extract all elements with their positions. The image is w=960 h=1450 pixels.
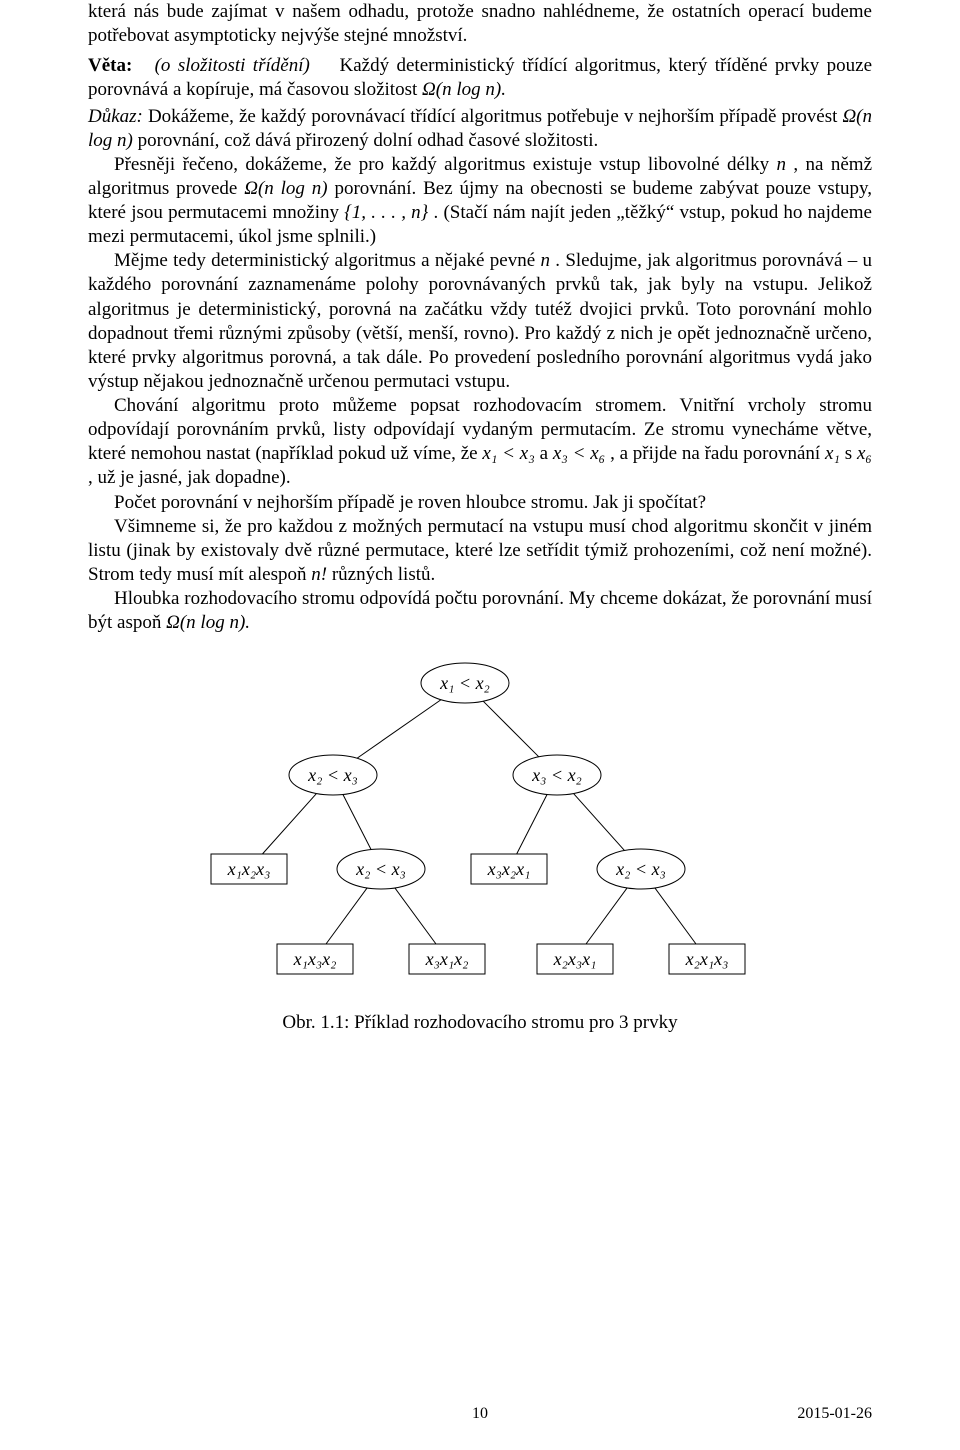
figure-caption: Obr. 1.1: Příklad rozhodovacího stromu p… <box>88 1011 872 1035</box>
tree-edge <box>357 700 441 758</box>
tree-node-label: x₂x₁x₃ <box>685 949 729 969</box>
paragraph-cont: která nás bude zajímat v našem odhadu, p… <box>88 0 872 48</box>
tree-edge <box>586 888 627 944</box>
p3a: Mějme tedy deterministický algoritmus a … <box>114 250 540 271</box>
p2omega: Ω(n log n) <box>244 178 327 199</box>
tree-node-label: x₃x₂x₁ <box>487 859 531 879</box>
tree-node-label: x₁ < x₂ <box>439 673 490 693</box>
tree-edge <box>574 794 625 851</box>
paragraph-3: Mějme tedy deterministický algoritmus a … <box>88 249 872 394</box>
paragraph-5: Počet porovnání v nejhorším případě je r… <box>88 491 872 515</box>
tree-node-label: x₃ < x₂ <box>531 765 582 785</box>
p4e: , už je jasné, jak dopadne). <box>88 467 291 488</box>
page-number: 10 <box>88 1404 872 1424</box>
tree-edge <box>326 888 367 944</box>
p4m3: x₁ <box>825 443 840 464</box>
paragraph-6: Všimneme si, že pro každou z možných per… <box>88 515 872 587</box>
tree-node-label: x₂ < x₃ <box>307 765 358 785</box>
proof-text-2: porovnání, což dává přirozený dolní odha… <box>138 130 599 151</box>
p4b: a <box>540 443 553 464</box>
p2set: {1, . . . , n} <box>344 202 428 223</box>
theorem-label: Věta: <box>88 55 132 76</box>
p4d: s <box>845 443 857 464</box>
p4m1: x₁ < x₃ <box>482 443 534 464</box>
tree-edge <box>517 795 547 855</box>
theorem-omega: Ω(n log n). <box>422 79 506 100</box>
proof-text-1: Dokážeme, že každý porovnávací třídící a… <box>148 106 842 127</box>
tree-node-label: x₂ < x₃ <box>615 859 666 879</box>
page: která nás bude zajímat v našem odhadu, p… <box>0 0 960 1450</box>
p3n: n <box>540 250 550 271</box>
tree-node-label: x₁x₃x₂ <box>293 949 337 969</box>
proof-label: Důkaz: <box>88 106 143 127</box>
footer-date: 2015-01-26 <box>797 1404 872 1424</box>
p6m: n! <box>311 564 327 585</box>
decision-tree-svg: x₁ < x₂ x₂ < x₃ x₃ < x₂ x₁x₂x₃ x₂ < x₃ x₃x₂x₁… <box>175 657 785 997</box>
tree-edge <box>655 888 696 944</box>
tree-node-label: x₂x₃x₁ <box>553 949 597 969</box>
paragraph-7: Hloubka rozhodovacího stromu odpovídá po… <box>88 587 872 635</box>
tree-node-label: x₂ < x₃ <box>355 859 406 879</box>
p7omega: Ω(n log n). <box>166 612 250 633</box>
p4m2: x₃ < x₆ <box>553 443 605 464</box>
figure: x₁ < x₂ x₂ < x₃ x₃ < x₂ x₁x₂x₃ x₂ < x₃ x₃x₂x₁… <box>88 657 872 1035</box>
theorem-title: (o složitosti třídění) <box>155 55 310 76</box>
footer: 10 2015-01-26 <box>88 1404 872 1424</box>
p4c: , a přijde na řadu porovnání <box>610 443 825 464</box>
paragraph-4: Chování algoritmu proto můžeme popsat ro… <box>88 394 872 491</box>
p4m4: x₆ <box>857 443 872 464</box>
p6a: Všimneme si, že pro každou z možných per… <box>88 516 872 585</box>
p2a: Přesněji řečeno, dokážeme, že pro každý … <box>114 154 777 175</box>
p3b: . Sledujme, jak algoritmus porovnává – u… <box>88 250 872 392</box>
p6b: různých listů. <box>332 564 435 585</box>
tree-node-label: x₃x₁x₂ <box>425 949 469 969</box>
tree-edge <box>395 888 436 944</box>
tree-edge <box>343 795 371 850</box>
tree-edge <box>262 794 316 854</box>
paragraph-2: Přesněji řečeno, dokážeme, že pro každý … <box>88 153 872 250</box>
theorem: Věta: (o složitosti třídění) Každý deter… <box>88 54 872 102</box>
tree-edge <box>483 701 539 757</box>
tree-node-label: x₁x₂x₃ <box>227 859 271 879</box>
proof: Důkaz: Dokážeme, že každý porovnávací tř… <box>88 105 872 153</box>
p2n: n <box>777 154 787 175</box>
